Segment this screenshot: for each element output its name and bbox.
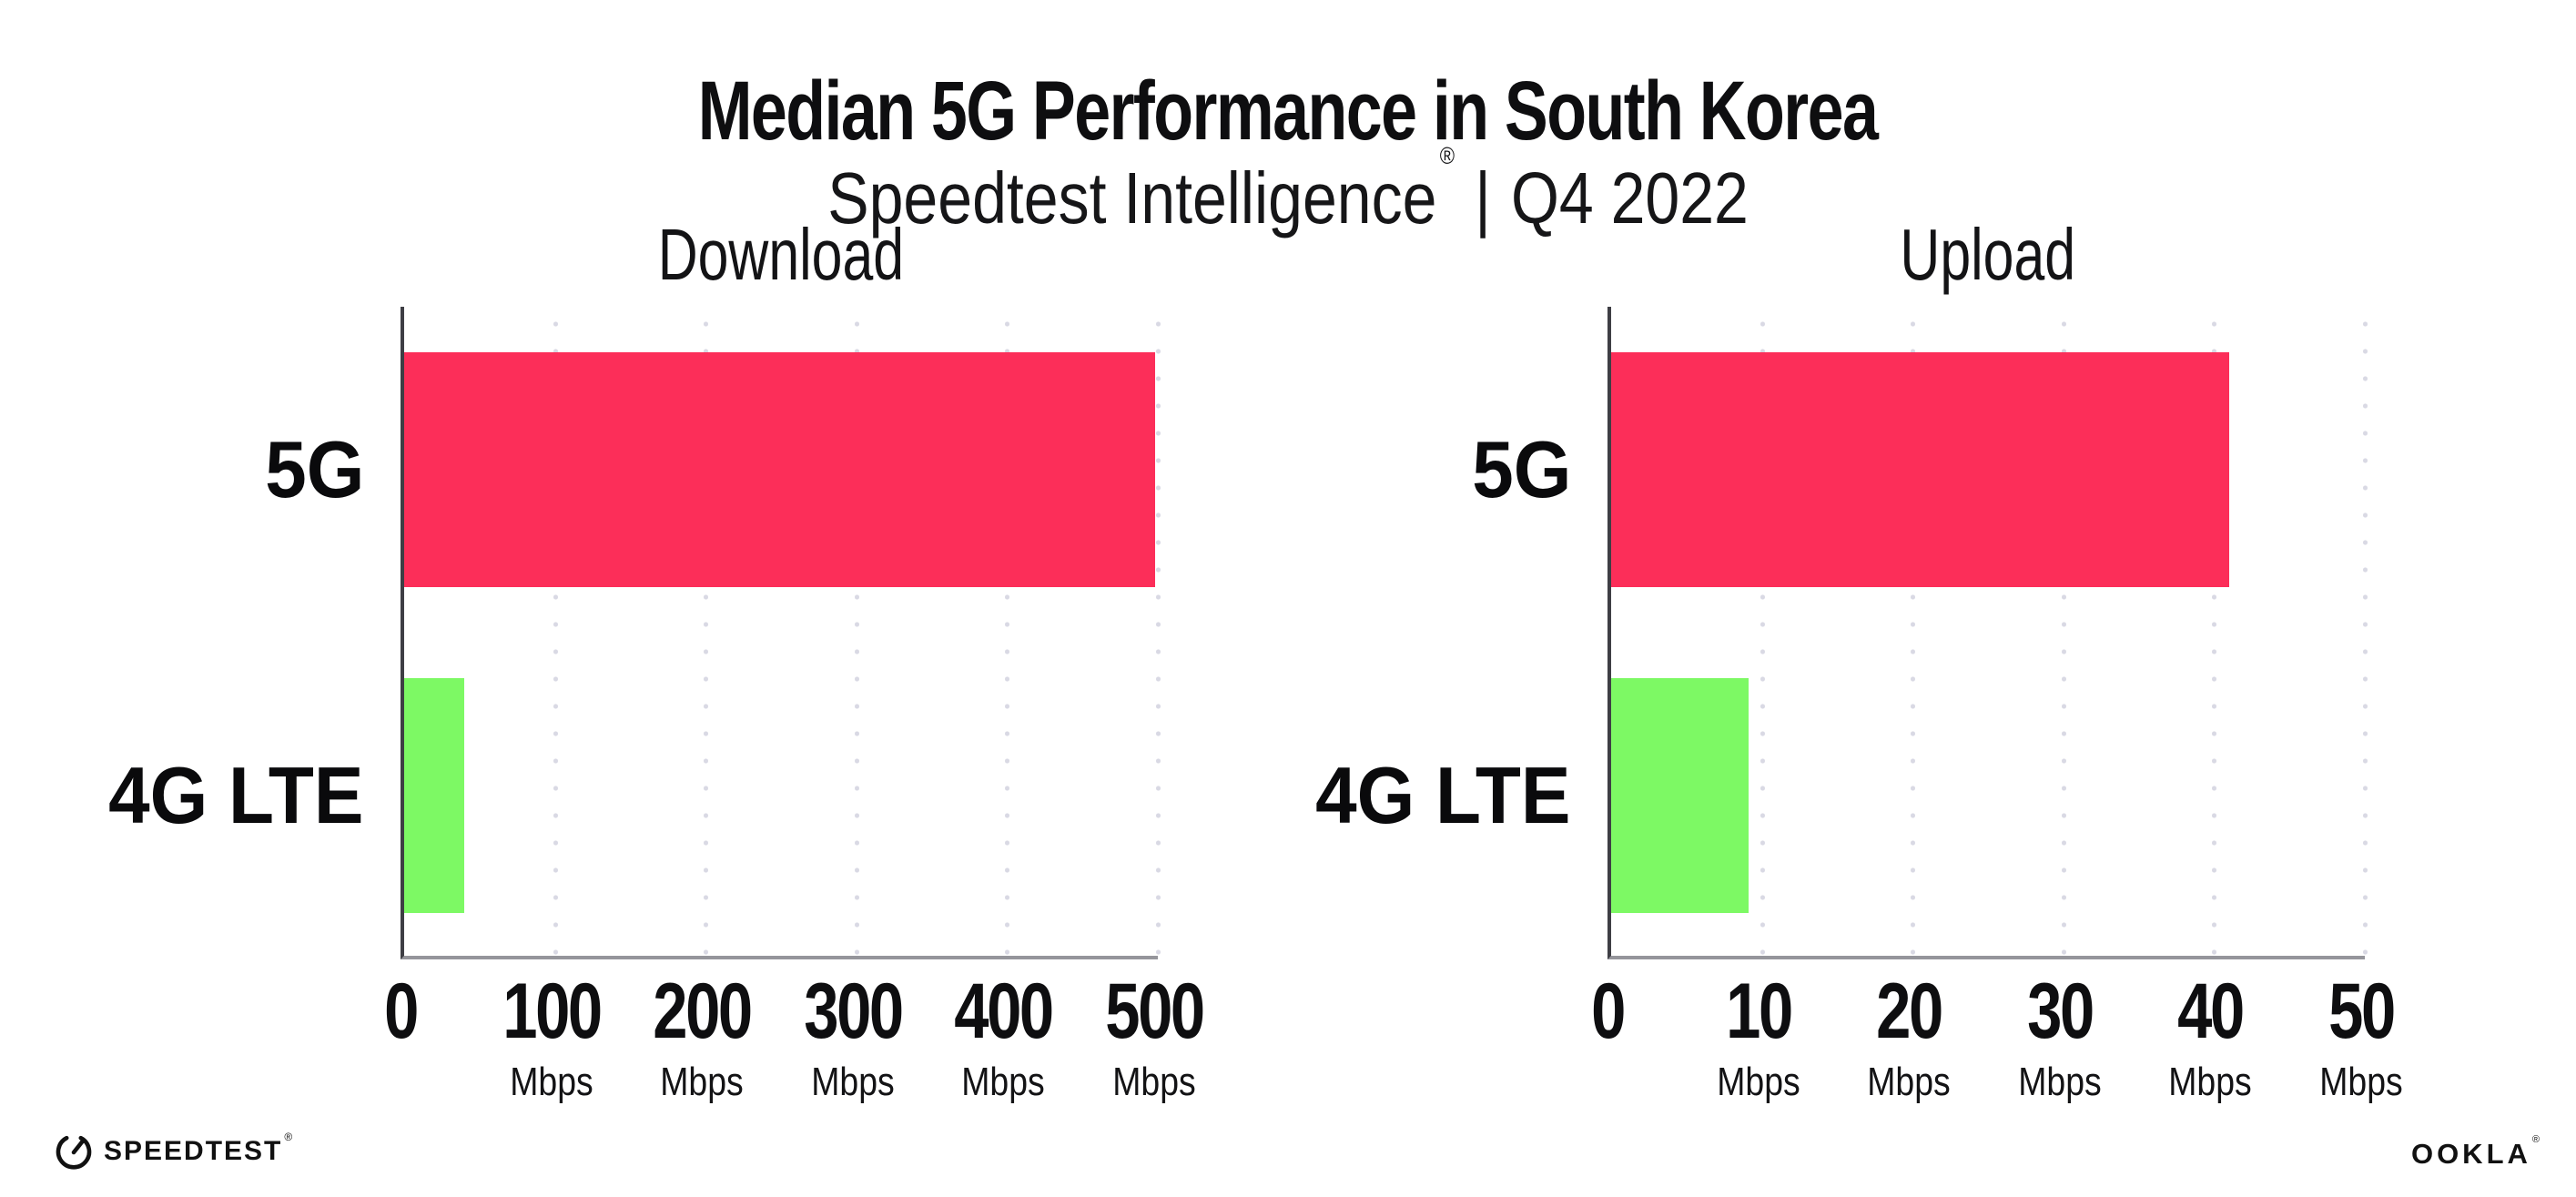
x-tick-value: 200: [653, 968, 753, 1055]
page-subtitle: Speedtest Intelligence®| Q4 2022: [0, 144, 2576, 235]
bar-row-5g: 5G: [1472, 352, 2365, 587]
ookla-logo: OOKLA®: [2410, 1134, 2543, 1171]
category-label-5g: 5G: [1471, 424, 1571, 514]
x-tick-unit: Mbps: [2168, 1059, 2253, 1104]
download-chart-panel: Download 5G 4G LTE 0 100 Mbps 200 Mbps 300 Mbps…: [73, 209, 1311, 1165]
x-tick-label: 400 Mbps: [942, 968, 1065, 1105]
x-tick-unit: Mbps: [2319, 1059, 2403, 1104]
gridline: [1911, 307, 1916, 956]
category-label-4g-lte: 4G LTE: [1315, 750, 1571, 840]
x-tick-unit: Mbps: [660, 1059, 744, 1104]
subplot-title-download: Download: [404, 217, 1158, 293]
bar-4g-lte: [404, 678, 465, 913]
x-tick-value: 300: [803, 968, 904, 1055]
download-plot-area: 5G 4G LTE: [109, 307, 1161, 959]
gridline: [704, 307, 709, 956]
speedtest-logo: SPEEDTEST ®: [55, 1131, 294, 1171]
gridline: [2061, 307, 2066, 956]
x-tick-value: 100: [502, 968, 603, 1055]
speedtest-wordmark: SPEEDTEST ®: [104, 1131, 294, 1167]
x-tick-value: 0: [384, 968, 419, 1055]
x-tick-value: 30: [2026, 968, 2094, 1055]
x-tick-label: 200 Mbps: [641, 968, 764, 1105]
x-tick-label: 500 Mbps: [1093, 968, 1216, 1105]
subtitle-divider: |: [1475, 157, 1491, 239]
subplot-title: Upload: [1900, 214, 2076, 295]
x-tick-unit: Mbps: [2018, 1059, 2102, 1104]
x-tick-value: 500: [1105, 968, 1205, 1055]
x-tick-label: 300 Mbps: [792, 968, 915, 1105]
x-tick-value: 50: [2328, 968, 2396, 1055]
subplot-title-upload: Upload: [1611, 217, 2365, 293]
x-tick-label: 0: [380, 968, 421, 1060]
x-tick-label: 50 Mbps: [2312, 968, 2410, 1105]
gridline: [553, 307, 558, 956]
upload-chart-panel: Upload 5G 4G LTE 0 10 Mbps 20 Mbps 30 Mbps 40 Mbp…: [1280, 209, 2518, 1165]
bar-5g: [1611, 352, 2229, 587]
x-tick-unit: Mbps: [961, 1059, 1046, 1104]
gridline: [1760, 307, 1765, 956]
gridline: [2212, 307, 2217, 956]
gridline: [1005, 307, 1010, 956]
subtitle-period: Q4 2022: [1510, 157, 1749, 239]
ookla-registered-mark: ®: [2531, 1133, 2543, 1145]
x-tick-label: 20 Mbps: [1860, 968, 1958, 1105]
page-title-text: Median 5G Performance in South Korea: [698, 64, 1879, 157]
gridline: [854, 307, 859, 956]
x-tick-label: 100 Mbps: [490, 968, 613, 1105]
x-tick-value: 20: [1876, 968, 1943, 1055]
registered-mark: ®: [1439, 141, 1455, 169]
x-tick-label: 0: [1587, 968, 1628, 1060]
x-tick-unit: Mbps: [811, 1059, 895, 1104]
x-tick-value: 10: [1725, 968, 1793, 1055]
page-subtitle-text: Speedtest Intelligence®| Q4 2022: [827, 144, 1749, 235]
gridline: [2363, 307, 2368, 956]
x-tick-label: 40 Mbps: [2162, 968, 2260, 1105]
speedtest-gauge-icon: [55, 1132, 93, 1171]
subplot-title: Download: [657, 214, 905, 295]
category-label-5g: 5G: [264, 424, 364, 514]
page-title: Median 5G Performance in South Korea: [0, 69, 2576, 153]
download-x-axis-ticks: 0 100 Mbps 200 Mbps 300 Mbps 400 Mbps 500 Mbps: [384, 968, 1205, 1154]
category-label-4g-lte: 4G LTE: [108, 750, 364, 840]
x-tick-unit: Mbps: [1867, 1059, 1951, 1104]
ookla-wordmark-text: OOKLA: [2410, 1138, 2531, 1170]
bar-4g-lte: [1611, 678, 1749, 913]
bar-5g: [404, 352, 1155, 587]
subtitle-brand: Speedtest Intelligence: [827, 157, 1437, 239]
x-tick-value: 400: [954, 968, 1055, 1055]
upload-x-axis-ticks: 0 10 Mbps 20 Mbps 30 Mbps 40 Mbps 50 Mbps: [1591, 968, 2403, 1154]
bar-row-4g-lte: 4G LTE: [109, 678, 1158, 913]
x-tick-value: 0: [1591, 968, 1626, 1055]
x-tick-unit: Mbps: [1716, 1059, 1800, 1104]
bar-row-5g: 5G: [265, 352, 1158, 587]
speedtest-registered-mark: ®: [284, 1131, 295, 1143]
upload-plot-area: 5G 4G LTE: [1316, 307, 2368, 959]
x-tick-unit: Mbps: [1112, 1059, 1196, 1104]
bar-row-4g-lte: 4G LTE: [1316, 678, 2365, 913]
x-tick-label: 10 Mbps: [1709, 968, 1808, 1105]
x-tick-unit: Mbps: [509, 1059, 593, 1104]
x-tick-label: 30 Mbps: [2011, 968, 2109, 1105]
gridline: [1156, 307, 1161, 956]
x-tick-value: 40: [2177, 968, 2246, 1055]
speedtest-wordmark-text: SPEEDTEST: [104, 1136, 283, 1166]
